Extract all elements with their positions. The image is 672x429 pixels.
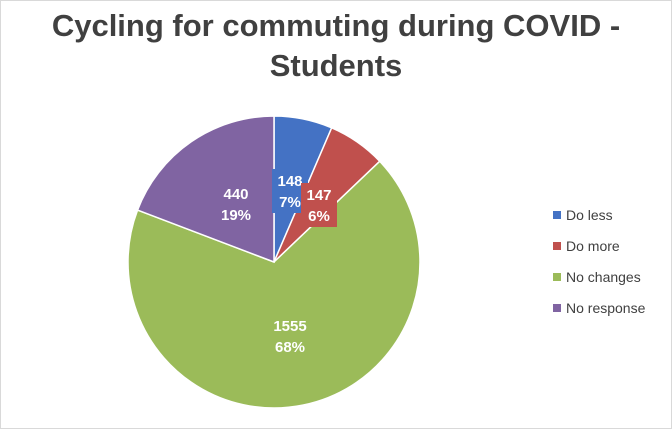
legend-label: Do less — [566, 207, 613, 223]
data-label-box — [218, 182, 254, 226]
pie-slices — [127, 115, 421, 409]
data-label-box — [268, 314, 312, 358]
legend-item-do-more: Do more — [553, 237, 645, 255]
data-label-box — [301, 183, 337, 227]
data-label-value: 1555 — [273, 318, 306, 335]
legend-label: No changes — [566, 269, 641, 285]
data-label-value: 440 — [223, 186, 248, 203]
data-label-percent: 7% — [279, 194, 301, 211]
legend-label: Do more — [566, 238, 620, 254]
data-label-no-changes: 1555 68% — [268, 314, 312, 358]
data-label-value: 148 — [277, 173, 302, 190]
legend-item-no-response: No response — [553, 299, 645, 317]
legend-swatch — [553, 273, 561, 281]
data-label-percent: 68% — [275, 339, 305, 356]
legend-item-do-less: Do less — [553, 206, 645, 224]
data-label-value: 147 — [306, 187, 331, 204]
pie-slice-no-changes — [127, 160, 421, 409]
legend-label: No response — [566, 300, 646, 316]
data-label-percent: 19% — [221, 207, 251, 224]
data-label-percent: 6% — [308, 208, 330, 225]
legend-swatch — [553, 242, 561, 250]
chart-title-line-1: Cycling for commuting during COVID - — [51, 8, 621, 43]
chart-title-line-2: Students — [269, 48, 403, 83]
legend: Do less Do more No changes No response — [553, 206, 645, 330]
legend-swatch — [553, 304, 561, 312]
legend-item-no-changes: No changes — [553, 268, 645, 286]
legend-swatch — [553, 211, 561, 219]
chart-title: Cycling for commuting during COVID - Stu… — [0, 6, 672, 86]
